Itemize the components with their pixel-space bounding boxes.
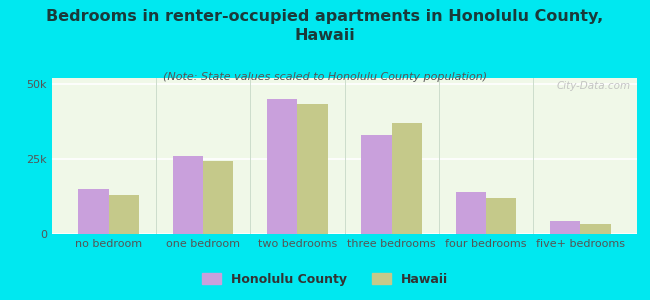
- Bar: [361, 135, 392, 234]
- Bar: [550, 220, 580, 234]
- Text: Bedrooms in renter-occupied apartments in Honolulu County,
Hawaii: Bedrooms in renter-occupied apartments i…: [46, 9, 604, 43]
- Legend: Honolulu County, Hawaii: Honolulu County, Hawaii: [197, 268, 453, 291]
- Bar: [79, 189, 109, 234]
- Bar: [203, 160, 233, 234]
- Bar: [392, 123, 422, 234]
- Bar: [456, 192, 486, 234]
- Bar: [173, 156, 203, 234]
- Bar: [267, 99, 297, 234]
- Bar: [109, 195, 139, 234]
- Bar: [297, 103, 328, 234]
- Text: City-Data.com: City-Data.com: [557, 81, 631, 91]
- Bar: [580, 224, 610, 234]
- Bar: [486, 198, 516, 234]
- Text: (Note: State values scaled to Honolulu County population): (Note: State values scaled to Honolulu C…: [163, 72, 487, 82]
